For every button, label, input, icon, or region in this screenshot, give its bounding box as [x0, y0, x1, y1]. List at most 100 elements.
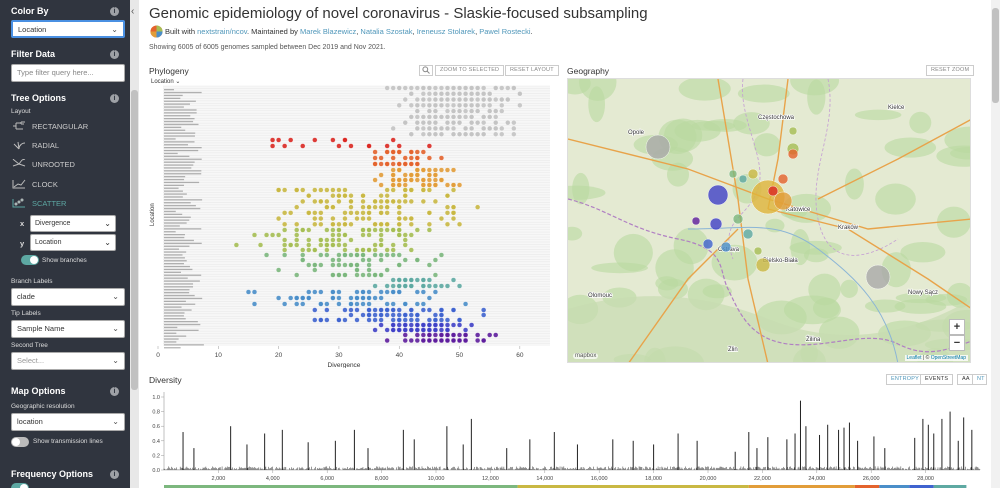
tip-point[interactable] [402, 317, 408, 323]
tip-point[interactable] [306, 210, 312, 216]
search-button[interactable] [419, 65, 433, 76]
color-by-select[interactable]: Location ⌄ [11, 20, 125, 38]
tip-point[interactable] [330, 204, 336, 210]
tip-point[interactable] [420, 322, 426, 328]
tip-point[interactable] [264, 232, 270, 238]
tip-point[interactable] [469, 91, 475, 97]
show-branches-toggle[interactable] [21, 255, 39, 265]
tip-point[interactable] [336, 252, 342, 258]
tip-point[interactable] [354, 210, 360, 216]
tip-point[interactable] [372, 312, 378, 318]
tip-point[interactable] [402, 161, 408, 167]
tip-point[interactable] [463, 97, 469, 103]
tip-point[interactable] [378, 210, 384, 216]
tip-point[interactable] [324, 242, 330, 248]
tip-point[interactable] [342, 187, 348, 193]
tip-point[interactable] [384, 198, 390, 204]
tip-point[interactable] [372, 272, 378, 278]
nextstrain-link[interactable]: nextstrain/ncov [197, 27, 247, 36]
tip-point[interactable] [426, 187, 432, 193]
tip-point[interactable] [360, 247, 366, 253]
tip-point[interactable] [318, 237, 324, 243]
tip-point[interactable] [475, 120, 481, 126]
gene-bar[interactable] [517, 485, 749, 488]
tip-point[interactable] [342, 252, 348, 258]
tip-point[interactable] [414, 227, 420, 233]
tip-point[interactable] [402, 332, 408, 338]
tip-point[interactable] [444, 108, 451, 114]
leaflet-link[interactable]: Leaflet [906, 355, 922, 361]
tip-point[interactable] [408, 322, 414, 328]
tip-point[interactable] [360, 252, 366, 258]
tip-point[interactable] [456, 221, 463, 227]
tip-point[interactable] [408, 312, 414, 318]
tip-point[interactable] [475, 85, 481, 91]
tip-point[interactable] [390, 177, 396, 183]
tip-point[interactable] [463, 102, 469, 108]
reset-layout-button[interactable]: RESET LAYOUT [505, 65, 559, 76]
tip-point[interactable] [330, 216, 336, 222]
tip-point[interactable] [348, 237, 354, 243]
tip-point[interactable] [456, 131, 463, 137]
info-icon[interactable]: i [110, 50, 119, 59]
phylogeny-scatter-plot[interactable]: Location ⌄ Location 0 10 20 30 40 50 60 Divergenc… [148, 78, 558, 368]
tip-point[interactable] [426, 97, 432, 103]
location-bubble[interactable] [720, 241, 732, 253]
tip-labels-select[interactable]: Sample Name ⌄ [11, 320, 125, 338]
tip-point[interactable] [444, 85, 451, 91]
location-bubble[interactable] [691, 216, 701, 226]
tip-point[interactable] [408, 317, 414, 323]
tip-point[interactable] [444, 327, 451, 333]
tip-point[interactable] [402, 337, 408, 344]
tip-point[interactable] [378, 307, 384, 313]
tip-point[interactable] [282, 143, 288, 149]
location-bubble[interactable] [732, 213, 744, 225]
info-icon[interactable]: i [110, 7, 119, 16]
tip-point[interactable] [306, 193, 312, 199]
tip-point[interactable] [444, 210, 451, 216]
tip-point[interactable] [438, 327, 444, 333]
gene-bar[interactable] [748, 485, 855, 488]
tip-point[interactable] [420, 198, 426, 204]
tip-point[interactable] [330, 289, 336, 295]
tip-point[interactable] [420, 177, 426, 183]
tip-point[interactable] [396, 317, 402, 323]
tip-point[interactable] [463, 327, 469, 333]
tip-point[interactable] [330, 262, 336, 268]
tip-point[interactable] [384, 247, 390, 253]
tip-point[interactable] [330, 237, 336, 243]
tip-point[interactable] [330, 257, 336, 263]
tip-point[interactable] [426, 227, 432, 233]
tip-point[interactable] [469, 85, 475, 91]
tip-point[interactable] [348, 262, 354, 268]
tip-point[interactable] [426, 322, 432, 328]
tip-point[interactable] [384, 204, 390, 210]
tip-point[interactable] [372, 307, 378, 313]
tip-point[interactable] [354, 317, 360, 323]
tip-point[interactable] [402, 322, 408, 328]
tip-point[interactable] [348, 252, 354, 258]
tip-point[interactable] [336, 262, 342, 268]
tip-point[interactable] [408, 327, 414, 333]
branch-labels-select[interactable]: clade ⌄ [11, 288, 125, 306]
gene-bar[interactable] [164, 485, 518, 488]
tip-point[interactable] [330, 187, 336, 193]
tip-point[interactable] [318, 252, 324, 258]
tip-point[interactable] [414, 167, 420, 173]
diversity-entropy-chart[interactable]: 1.0 0.8 0.6 0.4 0.2 0.0 2,000 4,000 6,000 8,000 10… [148, 386, 988, 488]
tip-point[interactable] [233, 242, 239, 248]
tip-point[interactable] [378, 312, 384, 318]
tip-point[interactable] [378, 242, 384, 248]
tip-point[interactable] [390, 301, 396, 307]
tip-point[interactable] [456, 114, 463, 120]
tip-point[interactable] [288, 295, 294, 301]
tip-point[interactable] [463, 125, 469, 131]
tip-point[interactable] [276, 187, 282, 193]
tip-point[interactable] [354, 289, 360, 295]
tip-point[interactable] [300, 187, 306, 193]
tip-point[interactable] [426, 85, 432, 91]
tip-point[interactable] [336, 187, 342, 193]
tip-point[interactable] [336, 221, 342, 227]
tip-point[interactable] [312, 221, 318, 227]
tip-point[interactable] [432, 167, 438, 173]
